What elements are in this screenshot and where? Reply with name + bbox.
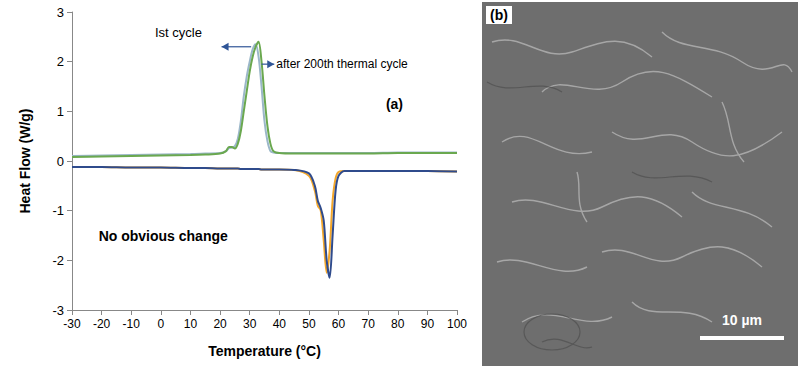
svg-text:70: 70 <box>361 317 375 331</box>
svg-text:Heat Flow (W/g): Heat Flow (W/g) <box>17 109 33 214</box>
svg-text:Temperature (°C): Temperature (°C) <box>208 343 321 359</box>
svg-text:-20: -20 <box>93 317 111 331</box>
svg-text:10: 10 <box>184 317 198 331</box>
svg-text:(a): (a) <box>386 96 403 112</box>
svg-text:Ist cycle: Ist cycle <box>155 25 202 40</box>
svg-text:20: 20 <box>213 317 227 331</box>
svg-text:0: 0 <box>57 154 64 169</box>
svg-text:60: 60 <box>332 317 346 331</box>
svg-text:after 200th thermal cycle: after 200th thermal cycle <box>276 57 408 71</box>
svg-text:80: 80 <box>391 317 405 331</box>
html-text:(b): (b) <box>490 7 508 23</box>
svg-text:3: 3 <box>57 5 64 20</box>
svg-text:100: 100 <box>447 317 467 331</box>
svg-text:1: 1 <box>57 104 64 119</box>
svg-text:No obvious change: No obvious change <box>99 228 228 244</box>
svg-text:40: 40 <box>273 317 287 331</box>
svg-text:30: 30 <box>243 317 257 331</box>
svg-text:0: 0 <box>157 317 164 331</box>
svg-text:2: 2 <box>57 54 64 69</box>
svg-text:-2: -2 <box>52 253 64 268</box>
svg-text:50: 50 <box>302 317 316 331</box>
svg-text:90: 90 <box>421 317 435 331</box>
svg-text:-3: -3 <box>52 303 64 318</box>
html-text:10 µm: 10 µm <box>722 312 762 328</box>
svg-text:-1: -1 <box>52 203 64 218</box>
svg-text:-10: -10 <box>123 317 141 331</box>
svg-text:-30: -30 <box>63 317 81 331</box>
